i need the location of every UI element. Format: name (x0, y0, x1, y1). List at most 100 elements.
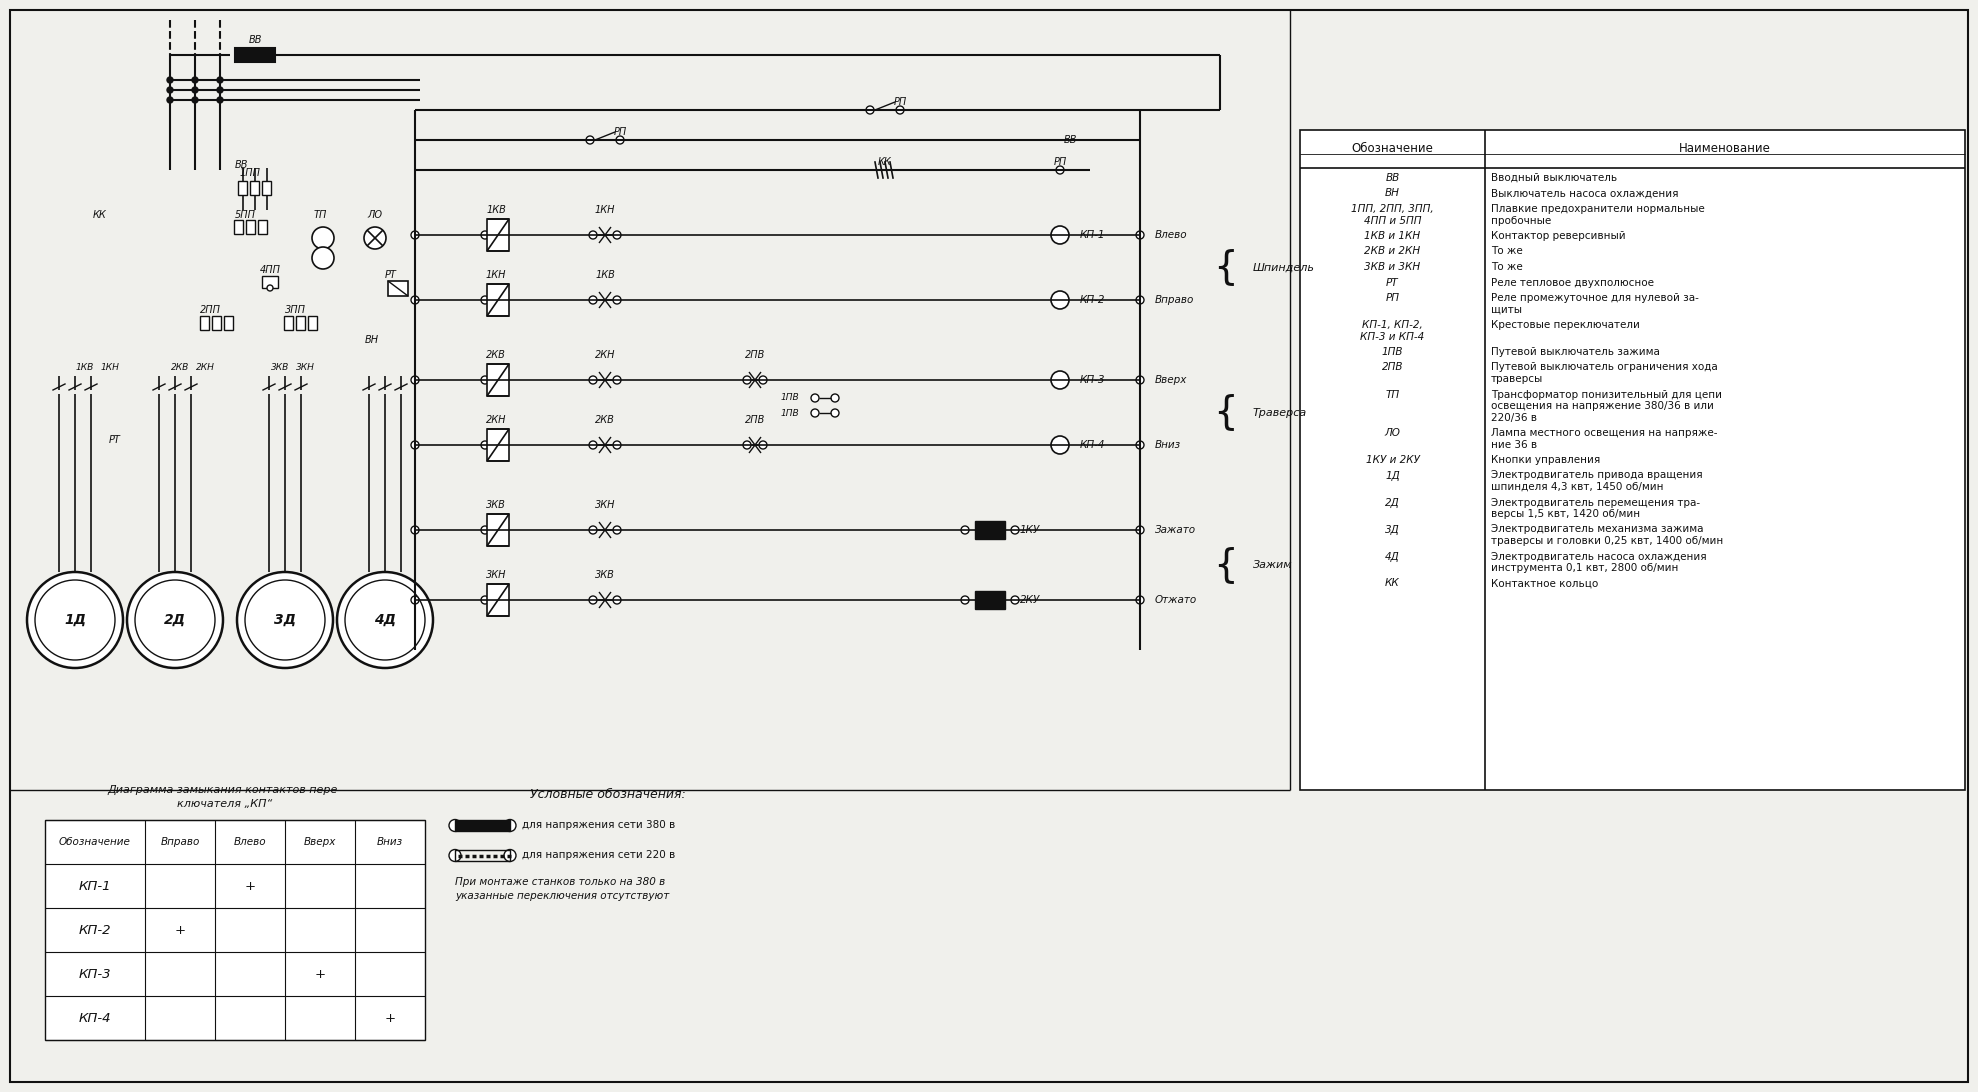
Text: 3Д: 3Д (275, 613, 297, 627)
Bar (285, 316, 293, 330)
Circle shape (1050, 290, 1068, 309)
Text: 1КВ: 1КВ (75, 364, 95, 372)
Text: КК: КК (1385, 579, 1400, 589)
Bar (224, 316, 233, 330)
Text: {: { (1213, 393, 1238, 431)
Text: Вправо: Вправо (1155, 295, 1195, 305)
Circle shape (313, 227, 334, 249)
Text: 2ПВ: 2ПВ (1383, 363, 1402, 372)
Circle shape (831, 394, 839, 402)
Circle shape (267, 285, 273, 290)
Circle shape (589, 596, 597, 604)
Text: Зажим: Зажим (1252, 560, 1294, 570)
Text: ВВ: ВВ (235, 161, 249, 170)
Circle shape (36, 580, 115, 660)
Text: РП: РП (1054, 157, 1066, 167)
Text: Вниз: Вниз (1155, 440, 1181, 450)
Bar (455, 820, 510, 831)
Text: РТ: РТ (386, 270, 398, 280)
Circle shape (896, 106, 904, 114)
Text: 1Д: 1Д (63, 613, 85, 627)
Text: траверсы и головки 0,25 квт, 1400 об/мин: траверсы и головки 0,25 квт, 1400 об/мин (1491, 536, 1723, 546)
Text: 2ПВ: 2ПВ (746, 351, 765, 360)
Bar (487, 219, 508, 251)
Text: ЛО: ЛО (1385, 428, 1400, 438)
Circle shape (364, 227, 386, 249)
Text: 3КВ: 3КВ (271, 364, 289, 372)
Circle shape (744, 376, 752, 384)
Text: инструмента 0,1 квт, 2800 об/мин: инструмента 0,1 квт, 2800 об/мин (1491, 563, 1679, 573)
Text: 2КУ: 2КУ (1021, 595, 1040, 605)
Text: для напряжения сети 220 в: для напряжения сети 220 в (522, 851, 674, 860)
Text: указанные переключения отсутствуют: указанные переключения отсутствуют (455, 891, 669, 901)
Bar (237, 181, 247, 195)
Text: КП-1: КП-1 (1080, 230, 1106, 240)
Circle shape (615, 136, 623, 144)
Text: Вправо: Вправо (160, 836, 200, 847)
Text: 2КВ: 2КВ (487, 351, 506, 360)
Text: 2КВ: 2КВ (595, 415, 615, 425)
Circle shape (218, 87, 224, 93)
Circle shape (613, 376, 621, 384)
Circle shape (166, 97, 172, 103)
Text: Обозначение: Обозначение (1351, 142, 1434, 155)
Text: 1КН: 1КН (101, 364, 119, 372)
Circle shape (481, 596, 489, 604)
Text: Вводный выключатель: Вводный выключатель (1491, 173, 1618, 183)
Text: КП-2: КП-2 (1080, 295, 1106, 305)
Text: 1КВ: 1КВ (487, 205, 506, 215)
Text: ВН: ВН (1385, 189, 1400, 199)
Text: 1ПП, 2ПП, 3ПП,: 1ПП, 2ПП, 3ПП, (1351, 204, 1434, 214)
Text: То же: То же (1491, 262, 1523, 272)
Text: Кнопки управления: Кнопки управления (1491, 455, 1600, 465)
Text: РТ: РТ (1387, 277, 1398, 287)
Circle shape (481, 441, 489, 449)
Text: РТ: РТ (109, 435, 121, 446)
Text: 1КН: 1КН (595, 205, 615, 215)
Text: 1ПП: 1ПП (239, 168, 261, 178)
Bar (257, 219, 267, 234)
Text: для напряжения сети 380 в: для напряжения сети 380 в (522, 820, 674, 831)
Circle shape (1135, 441, 1143, 449)
Circle shape (481, 232, 489, 239)
Circle shape (245, 580, 324, 660)
Text: 1ПВ: 1ПВ (781, 408, 799, 417)
Circle shape (504, 850, 516, 862)
Circle shape (237, 572, 332, 668)
Text: КП-3 и КП-4: КП-3 и КП-4 (1361, 332, 1424, 342)
Circle shape (449, 819, 461, 831)
Text: +: + (174, 924, 186, 937)
Text: 2КН: 2КН (196, 364, 214, 372)
Circle shape (811, 394, 819, 402)
Bar (261, 276, 279, 288)
Bar (975, 591, 1005, 609)
Text: КП-2: КП-2 (79, 924, 111, 937)
Circle shape (336, 572, 433, 668)
Text: 3КВ: 3КВ (487, 500, 506, 510)
Circle shape (166, 78, 172, 83)
Text: 220/36 в: 220/36 в (1491, 413, 1537, 423)
Bar (45, 820, 425, 1040)
Text: Условные обозначения:: Условные обозначения: (530, 788, 686, 802)
Circle shape (1135, 526, 1143, 534)
Circle shape (411, 526, 419, 534)
Circle shape (613, 526, 621, 534)
Text: КП-1: КП-1 (79, 879, 111, 892)
Text: 4ПП и 5ПП: 4ПП и 5ПП (1363, 215, 1422, 226)
Circle shape (1135, 376, 1143, 384)
Bar (235, 48, 275, 62)
Bar (249, 181, 259, 195)
Circle shape (589, 296, 597, 304)
Text: ТП: ТП (1385, 390, 1400, 400)
Text: Наименование: Наименование (1679, 142, 1770, 155)
Text: Влево: Влево (1155, 230, 1187, 240)
Text: +: + (315, 968, 326, 981)
Text: Траверса: Траверса (1252, 407, 1307, 417)
Text: 1КН: 1КН (487, 270, 506, 280)
Circle shape (504, 819, 516, 831)
Bar (233, 219, 243, 234)
Circle shape (1050, 371, 1068, 389)
Text: Электродвигатель механизма зажима: Электродвигатель механизма зажима (1491, 524, 1703, 534)
Text: 3КВ и 3КН: 3КВ и 3КН (1365, 262, 1420, 272)
Circle shape (481, 526, 489, 534)
